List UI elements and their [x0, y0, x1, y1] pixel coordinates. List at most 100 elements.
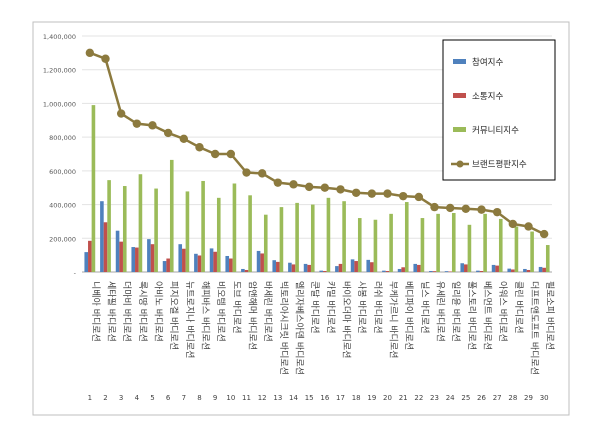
- bar: [366, 259, 371, 272]
- x-axis-labels: 니베아 바디로션 1 세타필 바디로션 2 더마비 바디로션 3 록시땅 바디로션 4 아비노 …: [88, 281, 557, 402]
- line-point: [492, 207, 502, 217]
- chart-border: [32, 21, 570, 416]
- bar: [382, 270, 386, 272]
- category-label: 29: [524, 394, 533, 402]
- bar: [389, 213, 393, 272]
- bar: [276, 261, 280, 272]
- bar: [310, 204, 315, 272]
- category-label: 3: [119, 394, 123, 402]
- bar: [122, 186, 127, 272]
- bar: [260, 253, 264, 272]
- category-label: 16: [320, 394, 329, 402]
- brand-label: 아비노 바디로션: [153, 281, 164, 342]
- brand-label: 도브 바디로션: [231, 281, 242, 334]
- category-label: 13: [273, 394, 282, 402]
- category-label: 25: [461, 394, 470, 402]
- line-point: [336, 185, 345, 194]
- bar: [448, 271, 452, 272]
- bar: [272, 260, 277, 272]
- category-label: 22: [414, 394, 423, 402]
- bar: [107, 180, 111, 272]
- line-point: [273, 178, 283, 187]
- bar: [401, 267, 405, 272]
- bar: [115, 230, 120, 272]
- bar: [323, 270, 327, 272]
- category-label: 7: [182, 394, 186, 402]
- bar: [263, 214, 268, 272]
- bar: [451, 213, 456, 272]
- bar: [511, 269, 515, 272]
- line-point: [148, 121, 157, 130]
- bar: [432, 271, 437, 272]
- bar: [357, 218, 362, 272]
- bar: [338, 263, 343, 272]
- line-point: [383, 189, 392, 198]
- line-point: [430, 202, 439, 212]
- bar: [169, 159, 174, 272]
- bar: [88, 240, 92, 272]
- category-label: 19: [367, 394, 376, 402]
- bar: [182, 248, 186, 272]
- brand-label: 러쉬 바디로션: [372, 281, 383, 334]
- line-point: [398, 191, 408, 201]
- bar: [244, 269, 249, 272]
- legend-label: 커뮤니티지수: [472, 125, 519, 136]
- brand-label: 록시땅 바디로션: [137, 281, 148, 342]
- bar: [444, 271, 449, 272]
- bar: [464, 264, 468, 272]
- category-label: 2: [103, 394, 107, 402]
- category-label: 23: [430, 394, 439, 402]
- brand-label: 베디파이 바디로션: [403, 281, 414, 350]
- brand-label: 유세린 바디로션: [435, 281, 446, 342]
- category-label: 28: [508, 394, 517, 402]
- bar: [201, 180, 205, 272]
- brand-label: 닐스 바디로션: [419, 281, 430, 334]
- bar: [479, 270, 484, 272]
- brand-label: 클린 바디로션: [513, 281, 524, 334]
- line-point: [461, 204, 471, 213]
- bar-layer: [84, 105, 550, 272]
- line-point: [445, 203, 455, 213]
- bar: [507, 268, 512, 272]
- category-label: 5: [150, 394, 154, 402]
- bar: [291, 264, 296, 272]
- bar: [225, 255, 230, 272]
- category-label: 14: [289, 394, 298, 402]
- bar: [288, 262, 292, 272]
- y-tick-labels: - 200,000 400,000 600,000 800,000 1,000,000 1,…: [43, 33, 77, 277]
- y-tick-label: 1,200,000: [43, 67, 76, 75]
- category-label: 24: [446, 394, 455, 402]
- brand-label: 필로소피 바디로션: [544, 281, 556, 350]
- bar: [373, 219, 378, 272]
- brand-label: 카밀 바디로션: [325, 281, 337, 334]
- line-point: [477, 205, 486, 214]
- line-point: [304, 182, 314, 192]
- bar: [436, 213, 440, 272]
- brand-label: 쿤달 바디로션: [309, 281, 321, 334]
- bar: [429, 270, 433, 272]
- bar: [342, 201, 346, 272]
- brand-label: 바세린 바디로션: [262, 281, 273, 342]
- legend-swatch: [453, 93, 466, 98]
- brand-label: 사봉 바디로션: [356, 281, 367, 334]
- brand-label: 아워스 바디로션: [497, 281, 508, 342]
- bar: [178, 244, 183, 272]
- brand-label: 비오템 바디로션: [215, 281, 227, 342]
- bar: [307, 264, 311, 272]
- bar: [241, 268, 245, 272]
- line-point: [132, 119, 142, 128]
- bar: [530, 231, 534, 272]
- legend-swatch: [453, 127, 466, 132]
- bar: [103, 222, 108, 272]
- category-label: 9: [213, 394, 217, 402]
- line-point: [351, 188, 361, 197]
- bar: [91, 105, 96, 272]
- bar: [385, 270, 390, 272]
- bar: [166, 258, 170, 272]
- bar: [354, 261, 358, 272]
- bar: [216, 197, 221, 272]
- category-label: 10: [226, 394, 235, 402]
- bar: [420, 218, 425, 272]
- legend-swatch: [453, 59, 466, 64]
